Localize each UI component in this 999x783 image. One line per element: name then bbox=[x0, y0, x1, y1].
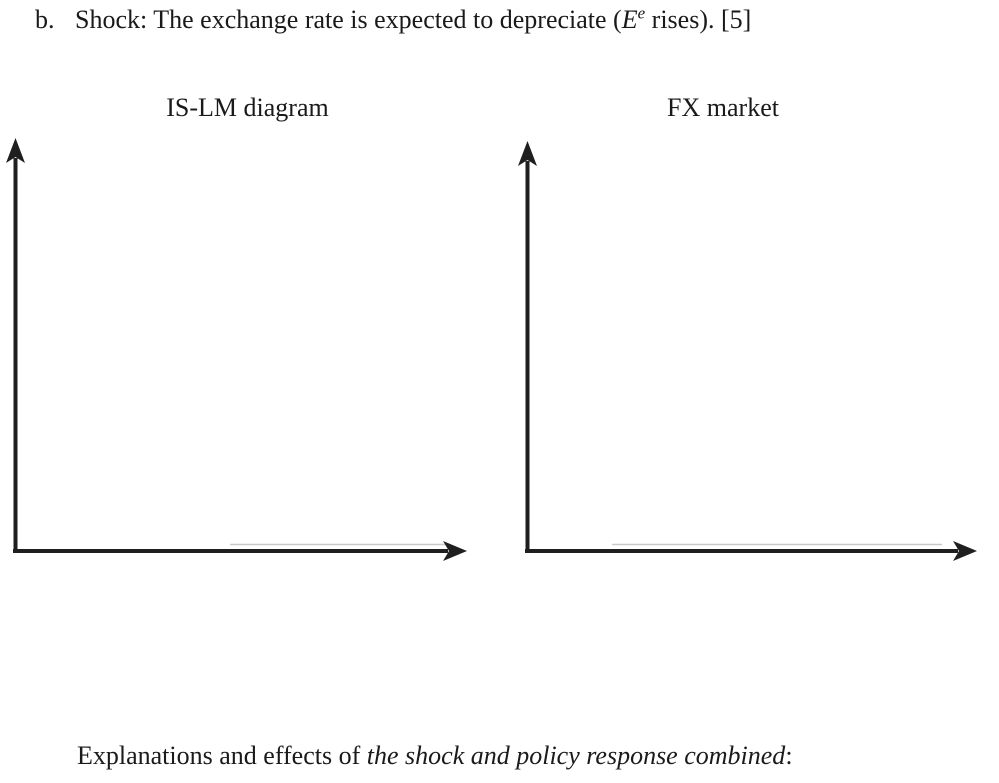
islm-x-axis-arrowhead bbox=[443, 541, 467, 561]
fx-x-axis-arrowhead bbox=[953, 541, 977, 561]
fx-axes bbox=[518, 141, 977, 561]
question-text-before: Shock: The exchange rate is expected to … bbox=[75, 5, 622, 34]
axes-canvas bbox=[6, 138, 977, 561]
islm-axes bbox=[6, 138, 467, 561]
question-item-label: b. bbox=[35, 5, 55, 34]
prompt-text-end: : bbox=[785, 741, 793, 770]
islm-diagram-title: IS-LM diagram bbox=[166, 93, 329, 122]
prompt-text-regular: Explanations and effects of bbox=[77, 741, 367, 770]
fx-diagram-title: FX market bbox=[667, 93, 779, 122]
explanations-prompt: Explanations and effects of the shock an… bbox=[77, 740, 793, 773]
islm-y-axis-arrowhead bbox=[6, 138, 25, 163]
question-text-after: rises). [5] bbox=[645, 5, 752, 34]
fx-y-axis-arrowhead bbox=[518, 141, 537, 166]
exchange-rate-variable: E bbox=[621, 5, 638, 34]
prompt-text-italic: the shock and policy response combined bbox=[366, 741, 786, 770]
question-heading: b. Shock: The exchange rate is expected t… bbox=[35, 4, 751, 37]
expected-superscript: e bbox=[637, 3, 646, 23]
